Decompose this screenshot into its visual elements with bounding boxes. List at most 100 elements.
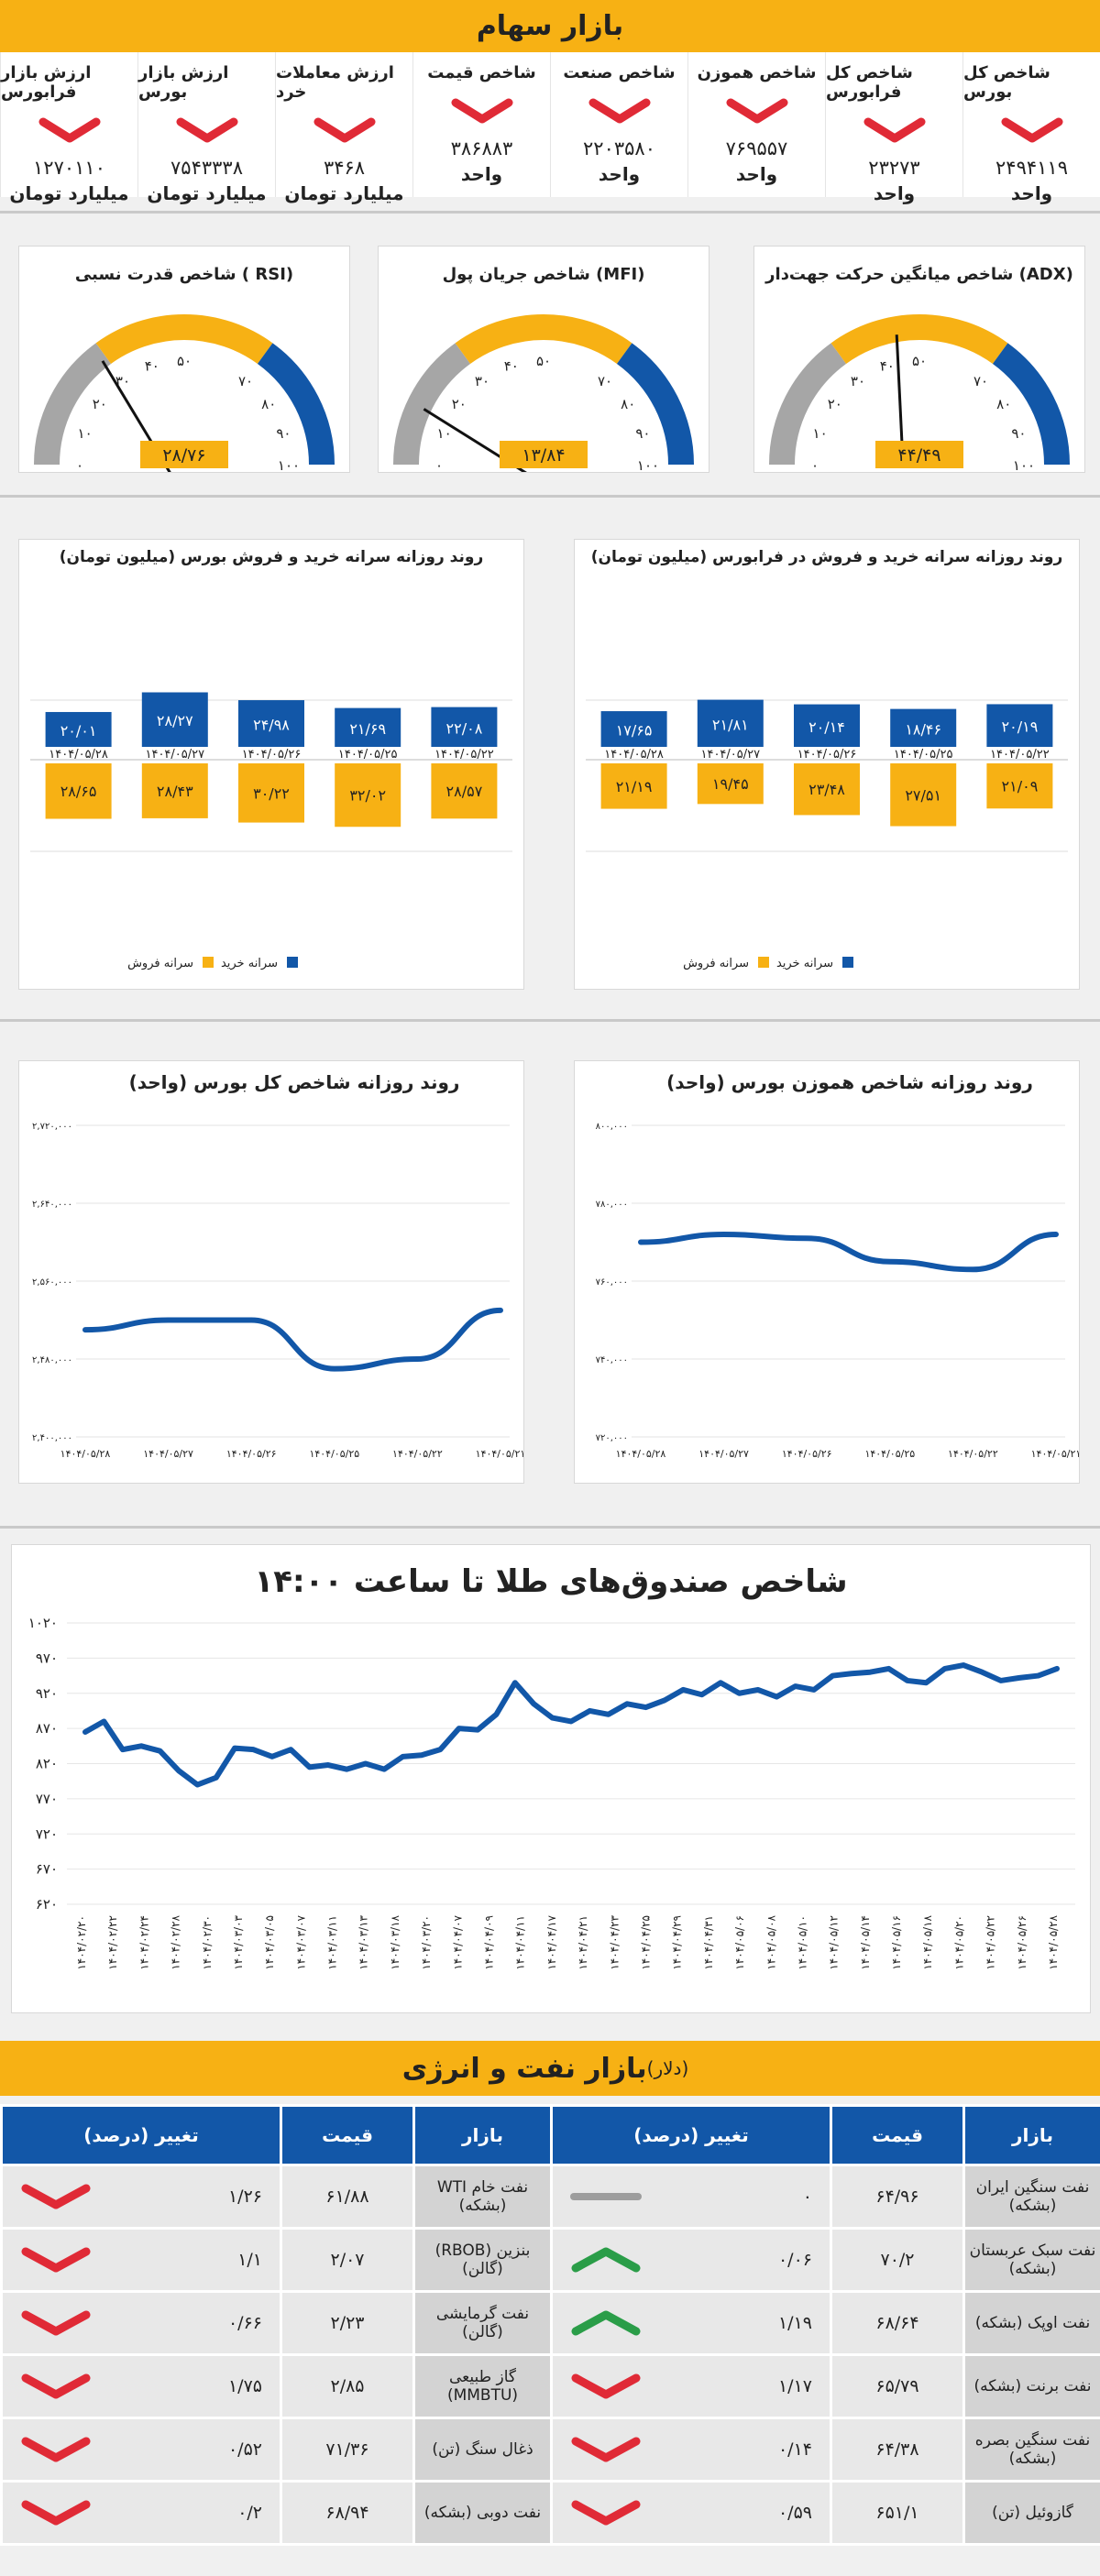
x-tick-label: ۱۴۰۴/۰۲/۲۲ (106, 1915, 119, 1970)
y-tick-label: ۷۲۰ (36, 1825, 58, 1842)
metric-value: ۷۶۹۵۵۷ (725, 137, 788, 159)
gauge-mid-zone (830, 314, 1008, 365)
buy-bar-label: ۲۱/۶۹ (349, 720, 386, 738)
metric-label: ارزش معاملات خرد (276, 63, 394, 102)
metric-trend (863, 116, 927, 148)
gauge-tick-label: ۷۰ (974, 373, 988, 389)
energy-table: بازار قیمت تغییر (درصد) بازار قیمت تغییر… (0, 2104, 1100, 2546)
energy-table-header: بازار قیمت تغییر (درصد) بازار قیمت تغییر… (0, 2104, 1100, 2166)
gauge-tick-label: ۰ (435, 457, 443, 472)
header-change: تغییر (درصد) (550, 2104, 832, 2166)
x-tick-label: ۱۴۰۴/۰۴/۰۹ (483, 1915, 496, 1970)
metric-trend (38, 116, 102, 148)
legend-sell-label: سرانه فروش (683, 957, 749, 970)
x-tick-label: ۱۴۰۴/۰۴/۱۱ (514, 1915, 527, 1970)
metric-label: شاخص صنعت (563, 63, 676, 82)
bar-category-label: ۱۴۰۴/۰۵/۲۵ (894, 748, 953, 762)
market-name: گازوئیل (تن) (962, 2480, 1100, 2546)
gauge-tick-label: ۵۰ (912, 353, 927, 369)
gold-chart: ۶۲۰ ۶۷۰ ۷۲۰ ۷۷۰ ۸۲۰ ۸۷۰ ۹۲۰ ۹۷۰ ۱۰۲۰ ۱۴۰۴/۰۲/۲۰ ۱۴… (28, 1615, 1075, 1970)
bar-chart-panel: روند روزانه سرانه خرید و فروش در فرابورس… (574, 539, 1080, 990)
metric-unit: واحد (1010, 182, 1053, 204)
x-tick-label: ۱۴۰۴/۰۲/۲۸ (170, 1914, 182, 1969)
metric-label: شاخص قیمت (427, 63, 536, 82)
arrow-up-icon (571, 2310, 641, 2336)
market-name: نفت اوپک (بشکه) (962, 2290, 1100, 2356)
x-tick-label: ۱۴۰۴/۰۵/۲۸ (616, 1448, 666, 1460)
x-tick-label: ۱۴۰۴/۰۲/۲۰ (75, 1915, 88, 1970)
x-tick-label: ۱۴۰۴/۰۳/۱۳ (358, 1914, 370, 1969)
legend-sell-label: سرانه فروش (127, 957, 193, 970)
gauge-tick-label: ۱۰۰ (1013, 457, 1035, 472)
buy-bar-label: ۲۰/۱۴ (808, 718, 845, 736)
buy-bar (45, 711, 112, 747)
gold-index-line (82, 1662, 1060, 1788)
market-price: ۶۴/۹۶ (830, 2164, 965, 2230)
gauge-value: ۴۴/۴۹ (897, 445, 940, 466)
legend-buy-label: سرانه خرید (221, 957, 278, 970)
gauge-tick-label: ۲۰ (452, 396, 467, 412)
arrow-down-icon (1001, 117, 1062, 143)
gauge-mid-zone (455, 314, 632, 365)
arrow-down-icon (21, 2247, 91, 2273)
x-tick-label: ۱۴۰۴/۰۴/۲۳ (608, 1914, 621, 1969)
market-price: ۷۱/۳۶ (280, 2417, 415, 2483)
bar-category-label: ۱۴۰۴/۰۵/۲۲ (434, 748, 494, 762)
buy-sell-bar-chart: روند روزانه سرانه خرید و فروش بورس (میلی… (30, 548, 512, 970)
change-cell: ۰/۵۹ (550, 2480, 832, 2546)
sell-bar-label: ۳۰/۲۲ (253, 784, 290, 802)
market-price: ۲/۲۳ (280, 2290, 415, 2356)
sell-bar (431, 763, 498, 819)
metric-label: شاخص هموزن (697, 63, 817, 82)
metric-trend (313, 116, 377, 148)
x-tick-label: ۱۴۰۴/۰۴/۲۹ (671, 1915, 684, 1970)
market-name: نفت دوبی (بشکه) (412, 2480, 553, 2546)
gauge-value-box (500, 441, 588, 468)
sell-bar-label: ۲۷/۵۱ (905, 786, 941, 804)
bar-category-label: ۱۴۰۴/۰۵/۲۸ (604, 748, 664, 762)
market-name: نفت گرمایشی (گالن) (412, 2290, 553, 2356)
gauge-chart: شاخص میانگین حرکت جهت‌دار (ADX) ۰ ۱۰۲۰ ۳۰ ۴۰… (764, 264, 1073, 474)
gauge-tick-label: ۵۰ (177, 353, 192, 369)
y-tick-label: ۶۷۰ (36, 1861, 58, 1878)
header-market: بازار (412, 2104, 553, 2166)
gauge-tick-label: ۱۰ (813, 425, 828, 442)
bar-category-label: ۱۴۰۴/۰۵/۲۷ (700, 748, 760, 762)
market-price: ۶۸/۶۴ (830, 2290, 965, 2356)
index-series-line (638, 1231, 1059, 1273)
gauge-tick-label: ۳۰ (116, 373, 130, 389)
y-tick-label: ۲,۷۲۰,۰۰۰ (32, 1122, 72, 1132)
metric-card: شاخص صنعت ۲۲۰۳۵۸۰ واحد (550, 52, 688, 197)
energy-row: نفت سنگین بصره (بشکه) ۶۴/۳۸ ۰/۱۴ ذغال سنگ (… (0, 2417, 1100, 2483)
y-tick-label: ۲,۶۴۰,۰۰۰ (32, 1200, 72, 1210)
energy-market-title: بازار نفت و انرژی (402, 2052, 647, 2085)
energy-row: نفت سنگین ایران (بشکه) ۶۴/۹۶ ۰ نفت خام WTI … (0, 2164, 1100, 2230)
x-tick-label: ۱۴۰۴/۰۳/۱۱ (326, 1915, 339, 1970)
change-value: ۱/۱۹ (777, 2313, 812, 2333)
gauge-panel: شاخص قدرت نسبی ( RSI) ۰ ۱۰ ۲۰ ۳۰ ۴۰ ۵۰ ۷۰ ۸۰ ۹۰ ۱۰… (18, 246, 350, 476)
x-tick-label: ۱۴۰۴/۰۵/۲۶ (782, 1448, 832, 1460)
metric-unit: واحد (460, 163, 503, 185)
gauge-tick-label: ۸۰ (996, 396, 1011, 412)
arrow-down-icon (21, 2437, 91, 2462)
metric-label: ارزش بازار فرابورس (1, 63, 92, 102)
x-tick-label: ۱۴۰۴/۰۵/۲۷ (143, 1448, 193, 1460)
gauge-tick-label: ۱۰ (78, 425, 93, 442)
index-line-chart: روند روزانه شاخص هموزن بورس (واحد) ۷۲۰,۰۰… (596, 1071, 1082, 1460)
gauge-tick-label: ۹۰ (1011, 425, 1026, 442)
header-price: قیمت (830, 2104, 965, 2166)
line-chart-panel: روند روزانه شاخص کل بورس (واحد) ۲,۴۰۰,۰۰۰… (18, 1060, 525, 1484)
y-tick-label: ۸۷۰ (36, 1720, 58, 1737)
y-tick-label: ۷۷۰ (36, 1791, 58, 1807)
x-tick-label: ۱۴۰۴/۰۴/۱۷ (545, 1914, 558, 1969)
x-tick-label: ۱۴۰۴/۰۳/۱۸ (389, 1914, 402, 1969)
x-tick-label: ۱۴۰۴/۰۵/۱۰ (796, 1915, 808, 1970)
buy-bar (335, 707, 402, 747)
metric-label: شاخص کل بورس (963, 63, 1050, 102)
market-name: نفت خام WTI (بشکه) (412, 2164, 553, 2230)
y-tick-label: ۷۴۰,۰۰۰ (596, 1355, 628, 1365)
market-name: نفت سبک عربستان (بشکه) (962, 2227, 1100, 2293)
legend-buy-label: سرانه خرید (776, 957, 833, 970)
sell-bar-label: ۲۸/۵۷ (446, 783, 483, 800)
change-value: ۱/۱۷ (777, 2376, 812, 2396)
